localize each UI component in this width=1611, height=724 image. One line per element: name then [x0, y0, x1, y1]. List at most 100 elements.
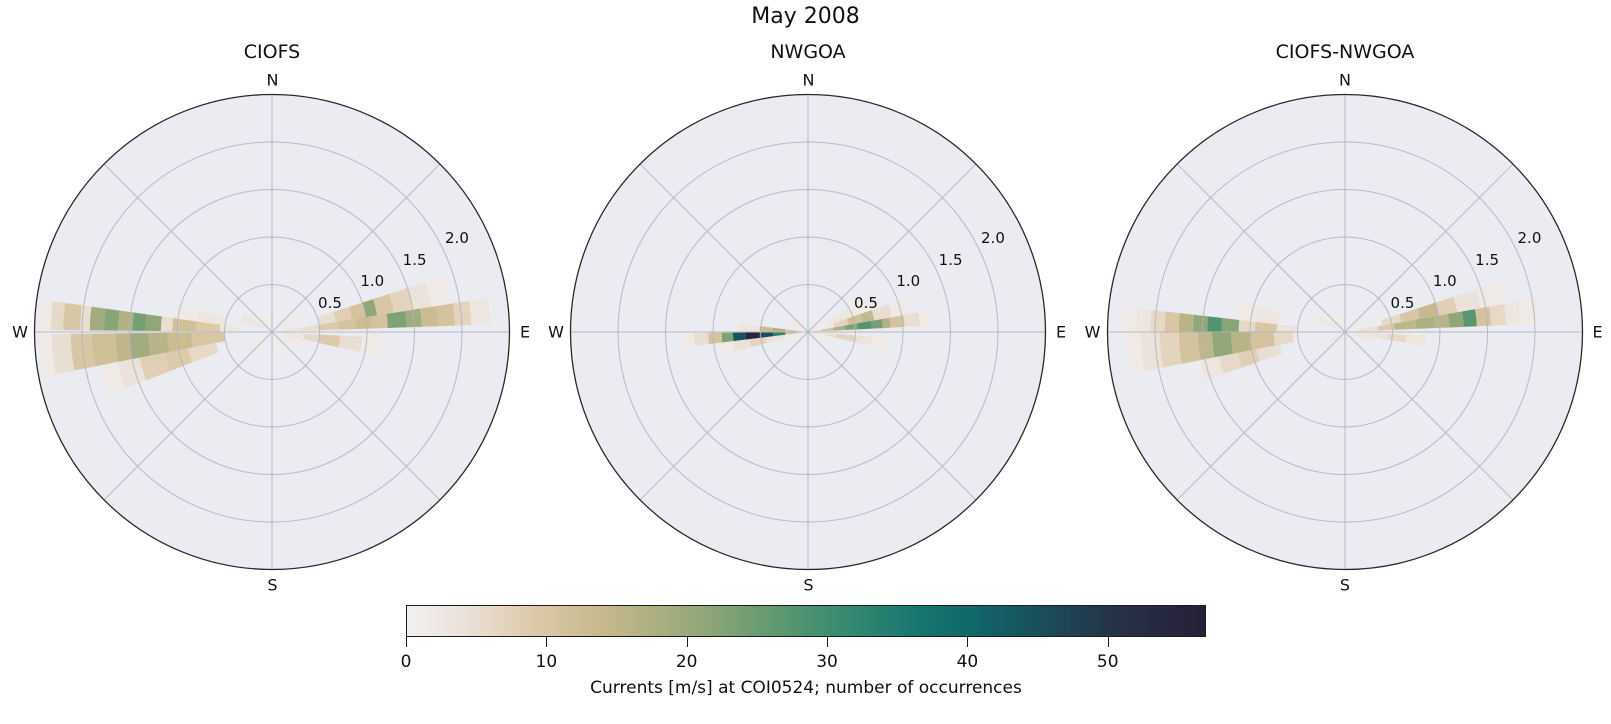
rose-wedge — [1207, 316, 1223, 332]
angular-gridline — [1176, 331, 1346, 501]
rose-wedge — [317, 312, 336, 325]
rose-wedge — [785, 329, 801, 332]
rose-wedge — [1476, 282, 1505, 309]
rose-wedge — [1399, 308, 1420, 323]
rose-wedge — [846, 314, 863, 325]
rose-wedge — [469, 297, 491, 326]
colorbar-gradient — [406, 605, 1206, 637]
rose-wedge — [1359, 326, 1379, 332]
rose-wedge — [196, 321, 221, 332]
rose-wedge — [857, 320, 872, 330]
polar-boundary — [33, 93, 511, 571]
rose-wedge — [821, 327, 834, 332]
rose-wedge — [39, 333, 56, 377]
angular-gridline — [639, 331, 809, 501]
rose-wedge — [420, 305, 439, 327]
compass-label-n: N — [802, 70, 815, 89]
plot-title-nwgoa: NWGOA — [770, 41, 846, 63]
rose-wedge — [871, 304, 893, 321]
angular-gridline — [807, 163, 977, 333]
rose-wedge — [132, 312, 147, 331]
rose-wedge — [765, 334, 786, 344]
rose-wedge — [860, 310, 875, 323]
rose-wedge — [273, 338, 281, 351]
rose-wedge — [881, 317, 891, 329]
rose-wedge — [682, 332, 695, 348]
compass-label-w: W — [548, 322, 564, 342]
rose-wedge — [129, 333, 151, 360]
rose-wedge — [738, 323, 760, 332]
rose-wedge — [1221, 318, 1240, 332]
radial-tick-label: 0.5 — [318, 293, 342, 312]
rose-wedge — [1377, 323, 1395, 331]
colorbar-tick-label: 10 — [535, 652, 558, 672]
rose-wedge — [759, 332, 774, 338]
rose-wedge — [164, 348, 193, 372]
radial-tick-label: 1.5 — [938, 250, 963, 269]
rose-plot-nwgoa — [569, 93, 1047, 571]
angular-gridline — [271, 163, 441, 333]
rose-wedge — [1178, 313, 1194, 332]
rose-wedge — [1212, 332, 1234, 358]
rose-wedge — [1489, 303, 1507, 326]
rose-wedge — [1250, 332, 1276, 351]
rose-wedge — [51, 333, 75, 375]
rose-wedge — [318, 321, 339, 331]
rose-wedge — [772, 327, 786, 332]
rose-wedge — [1347, 338, 1355, 351]
rose-wedge — [118, 357, 147, 389]
rose-wedge — [1504, 301, 1521, 325]
rose-wedge — [196, 309, 227, 326]
rose-wedge — [798, 335, 806, 345]
rose-wedge — [453, 300, 472, 326]
rose-wedge — [337, 318, 356, 330]
rose-wedge — [1236, 300, 1259, 322]
rose-wedge — [835, 333, 856, 342]
compass-label-e: E — [1055, 322, 1067, 342]
colorbar-tick-label: 20 — [675, 652, 698, 672]
rose-wedge — [1140, 332, 1164, 371]
rose-wedge — [889, 315, 905, 328]
rose-wedge — [115, 333, 133, 362]
rose-wedge — [772, 332, 786, 337]
angular-gridline — [271, 331, 441, 501]
rose-wedge — [282, 332, 306, 343]
rose-wedge — [849, 298, 871, 317]
rose-wedge — [1475, 306, 1492, 327]
rose-wedge — [240, 313, 265, 329]
rose-wedge — [436, 303, 456, 327]
rose-wedge — [870, 318, 883, 329]
rose-wedge — [811, 334, 823, 345]
rose-wedge — [1256, 344, 1283, 362]
angular-gridline — [639, 163, 809, 333]
rose-wedge — [1405, 334, 1426, 347]
radial-tick-label: 1.0 — [896, 272, 921, 291]
rose-wedge — [903, 312, 920, 327]
radial-tick-label: 1.5 — [402, 250, 427, 269]
radial-tick-label: 2.0 — [445, 229, 469, 248]
rose-wedge — [1238, 319, 1256, 332]
rose-wedge — [745, 332, 760, 340]
rose-wedge — [1351, 316, 1370, 330]
rose-wedge — [811, 319, 826, 330]
rose-wedge — [39, 299, 53, 331]
rose-wedge — [1164, 311, 1180, 332]
rose-wedge — [1136, 308, 1152, 332]
rose-wedge — [386, 310, 407, 328]
rose-wedge — [1417, 302, 1439, 319]
colorbar-tick-label: 40 — [956, 652, 979, 672]
rose-wedge — [1461, 309, 1477, 327]
rose-wedge — [1349, 314, 1361, 327]
rose-wedge — [273, 313, 281, 326]
rose-wedge — [1447, 311, 1464, 328]
rose-wedge — [1255, 305, 1282, 325]
rose-wedge — [1178, 332, 1201, 364]
compass-label-w: W — [1084, 322, 1101, 342]
rose-wedge — [787, 321, 804, 331]
rose-wedge — [1200, 356, 1224, 380]
rose-wedge — [828, 308, 853, 325]
angular-gridline — [1344, 331, 1514, 501]
rose-wedge — [318, 334, 341, 348]
rose-wedge — [732, 332, 746, 342]
radial-tick-label: 2.0 — [1517, 229, 1542, 248]
